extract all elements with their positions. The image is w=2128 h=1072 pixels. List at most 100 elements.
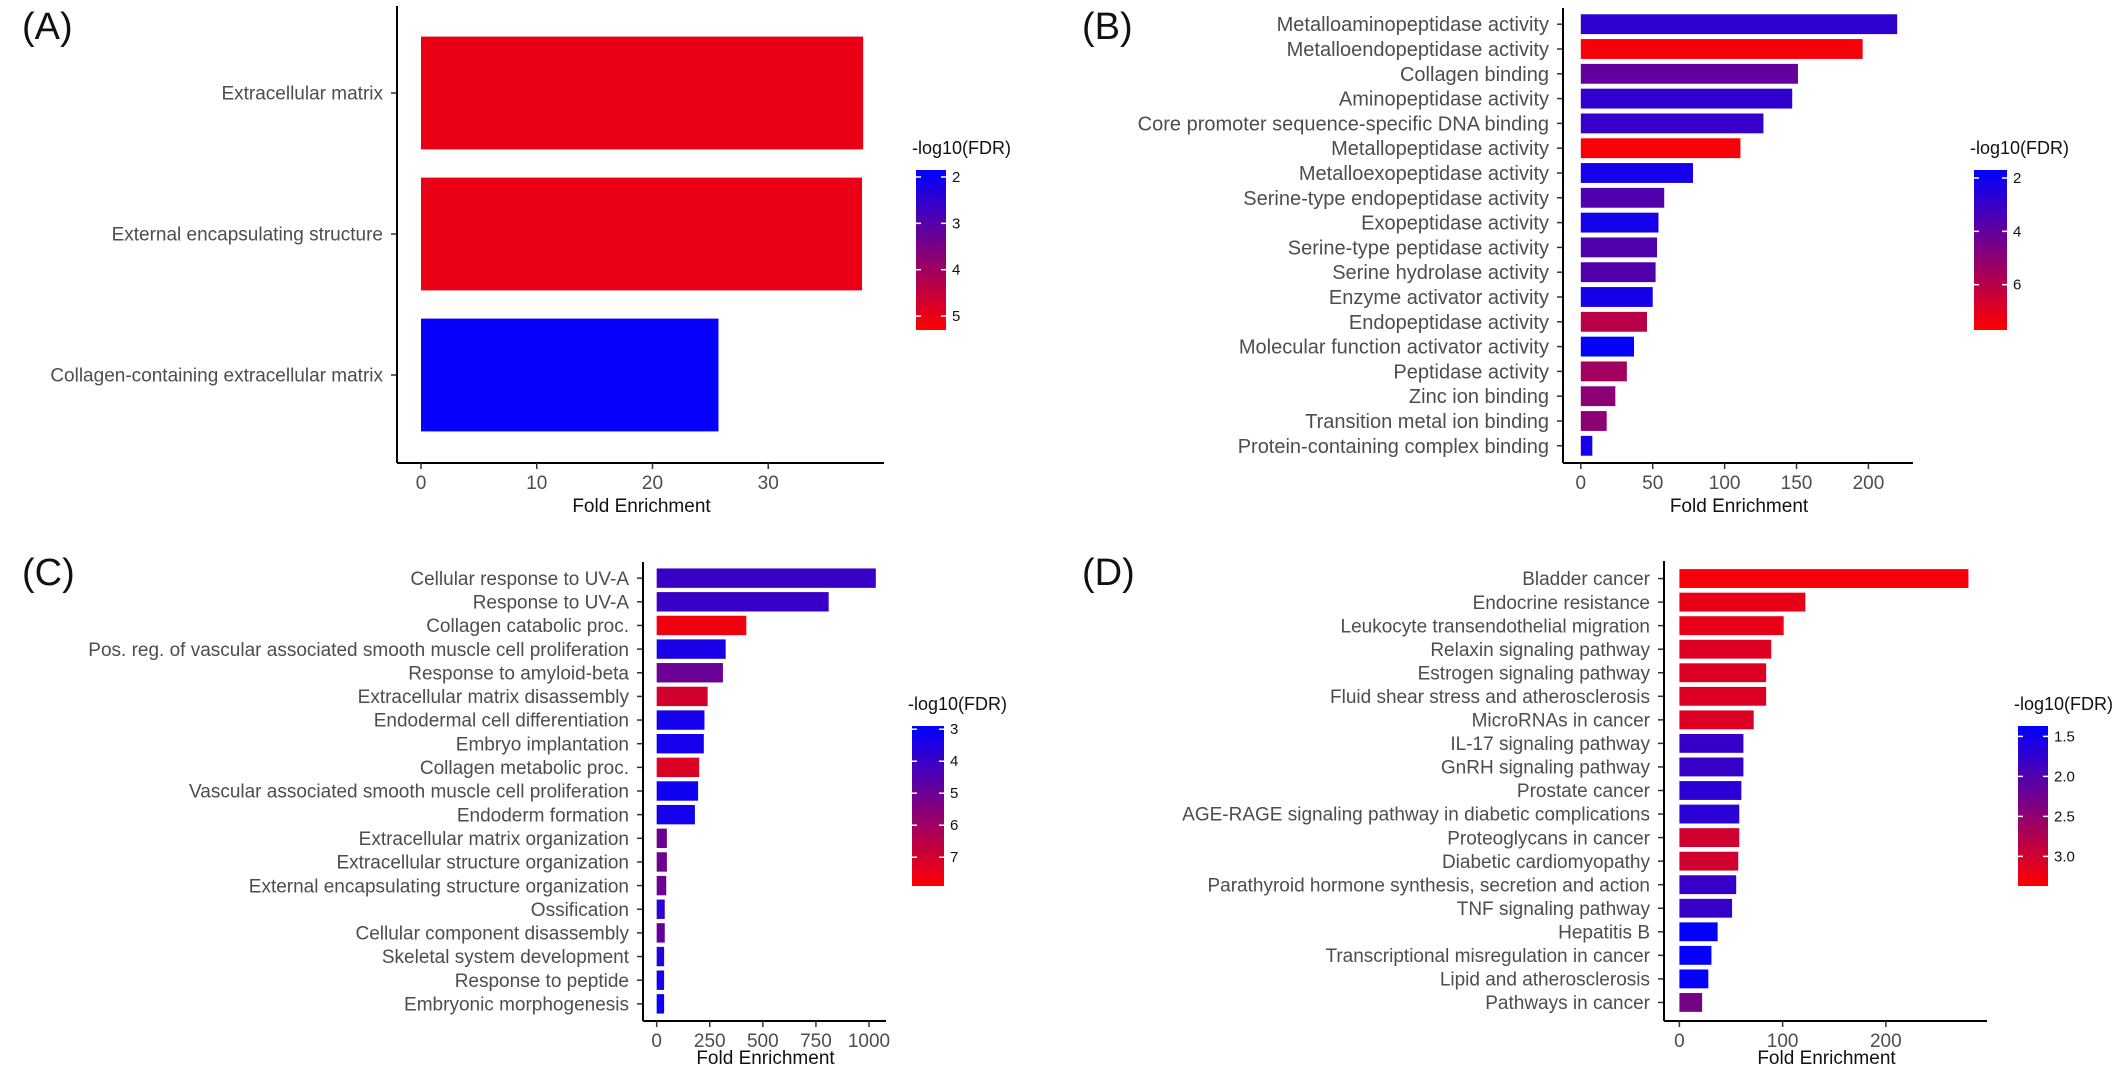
category-label: Collagen-containing extracellular matrix xyxy=(50,366,383,387)
category-label: Metalloendopeptidase activity xyxy=(1287,39,1549,61)
bar xyxy=(656,734,704,754)
x-tick-label: 250 xyxy=(694,1031,726,1052)
category-label: Prostate cancer xyxy=(1517,781,1651,802)
x-tick-label: 50 xyxy=(1642,473,1663,494)
category-label: Serine hydrolase activity xyxy=(1332,262,1549,284)
bar xyxy=(1580,88,1793,109)
panel-label: (B) xyxy=(1082,6,1133,48)
x-axis-title: Fold Enrichment xyxy=(1757,1048,1896,1069)
category-label: TNF signaling pathway xyxy=(1457,899,1651,920)
category-label: Extracellular matrix xyxy=(221,84,383,105)
category-label: IL-17 signaling pathway xyxy=(1450,734,1650,755)
category-label: Endoderm formation xyxy=(457,805,629,826)
panel-a: (A) Extracellular matrix External encapsu… xyxy=(0,0,1064,536)
colorbar xyxy=(916,170,946,330)
category-label: Extracellular matrix disassembly xyxy=(358,687,630,708)
colorbar-tick-label: 7 xyxy=(950,849,958,866)
category-label: Extracellular structure organization xyxy=(336,853,629,874)
bar-chart: Extracellular matrix External encapsulati… xyxy=(50,6,1011,517)
colorbar-title: -log10(FDR) xyxy=(2014,694,2113,714)
bar xyxy=(420,177,863,291)
colorbar-tick-label: 3 xyxy=(950,721,958,738)
bar xyxy=(656,757,700,778)
category-label: Proteoglycans in cancer xyxy=(1447,828,1650,849)
x-tick-label: 100 xyxy=(1709,473,1741,494)
panel-c: (C) Cellular response to UV-A Response to… xyxy=(0,536,1064,1072)
bar xyxy=(1679,592,1806,612)
colorbar-tick-label: 2.0 xyxy=(2054,768,2075,785)
bar xyxy=(1580,262,1656,283)
category-label: Serine-type endopeptidase activity xyxy=(1243,188,1549,210)
bar xyxy=(1679,710,1754,730)
bar xyxy=(656,639,726,659)
x-tick-label: 10 xyxy=(526,473,547,494)
category-label: Ossification xyxy=(531,900,629,921)
bar xyxy=(656,663,723,683)
category-label: Embryonic morphogenesis xyxy=(404,995,629,1016)
bar xyxy=(656,710,705,730)
bar xyxy=(1679,616,1784,636)
bar xyxy=(420,36,864,150)
category-label: Cellular component disassembly xyxy=(355,924,629,945)
colorbar-tick-label: 5 xyxy=(952,308,960,325)
panel-b: (B) Metalloaminopeptidase activity Metall… xyxy=(1064,0,2128,536)
category-label: Endocrine resistance xyxy=(1473,593,1650,614)
category-label: Endopeptidase activity xyxy=(1349,312,1549,334)
category-label: Peptidase activity xyxy=(1393,361,1549,383)
bar xyxy=(1679,993,1703,1012)
bar xyxy=(1679,875,1737,895)
colorbar-tick-label: 6 xyxy=(950,817,958,834)
colorbar-tick-label: 3.0 xyxy=(2054,848,2075,865)
category-label: Response to amyloid-beta xyxy=(408,663,629,684)
bar xyxy=(656,852,667,872)
bar xyxy=(1580,311,1647,332)
category-label: Diabetic cardiomyopathy xyxy=(1442,852,1651,873)
colorbar-tick-label: 3 xyxy=(952,215,960,232)
bar xyxy=(656,615,747,636)
x-tick-label: 200 xyxy=(1870,1031,1902,1052)
bar-chart: Metalloaminopeptidase activity Metalloend… xyxy=(1138,8,2069,517)
category-label: Zinc ion binding xyxy=(1409,386,1549,408)
category-label: Core promoter sequence-specific DNA bind… xyxy=(1138,113,1549,135)
category-label: Response to UV-A xyxy=(473,592,630,613)
panel-label: (A) xyxy=(22,6,73,48)
bar xyxy=(1679,686,1767,706)
category-label: Metalloaminopeptidase activity xyxy=(1277,14,1549,36)
bar xyxy=(1679,969,1709,989)
panel-label: (C) xyxy=(22,552,75,594)
bar xyxy=(1580,361,1627,382)
x-tick-label: 750 xyxy=(800,1031,832,1052)
category-label: MicroRNAs in cancer xyxy=(1472,711,1651,732)
colorbar-title: -log10(FDR) xyxy=(908,694,1007,714)
category-label: Enzyme activator activity xyxy=(1329,287,1549,309)
colorbar-tick-label: 5 xyxy=(950,785,958,802)
bar xyxy=(1580,237,1658,258)
colorbar-title: -log10(FDR) xyxy=(1970,138,2069,158)
category-label: GnRH signaling pathway xyxy=(1441,758,1651,779)
bar xyxy=(656,994,665,1014)
bar xyxy=(1580,138,1741,159)
category-label: Metallopeptidase activity xyxy=(1331,138,1549,160)
x-tick-label: 0 xyxy=(416,473,427,494)
x-tick-label: 100 xyxy=(1767,1031,1799,1052)
colorbar-tick-label: 1.5 xyxy=(2054,728,2075,745)
bar xyxy=(1679,781,1742,800)
bar xyxy=(656,899,665,919)
x-tick-label: 1000 xyxy=(848,1031,890,1052)
category-label: AGE-RAGE signaling pathway in diabetic c… xyxy=(1182,805,1650,826)
category-label: Estrogen signaling pathway xyxy=(1418,663,1651,684)
bar xyxy=(1679,639,1772,659)
colorbar xyxy=(2018,726,2048,886)
panel-d: (D) Bladder cancer Endocrine resistance Le… xyxy=(1064,536,2128,1072)
bar xyxy=(1580,435,1593,456)
bar xyxy=(420,318,719,432)
bar xyxy=(1679,851,1739,871)
category-label: Cellular response to UV-A xyxy=(410,569,629,590)
category-label: Collagen binding xyxy=(1400,64,1549,86)
bar xyxy=(1679,922,1718,942)
x-axis-title: Fold Enrichment xyxy=(572,496,711,517)
category-label: Pos. reg. of vascular associated smooth … xyxy=(88,640,629,661)
category-label: Bladder cancer xyxy=(1522,569,1650,590)
bar xyxy=(656,568,876,588)
